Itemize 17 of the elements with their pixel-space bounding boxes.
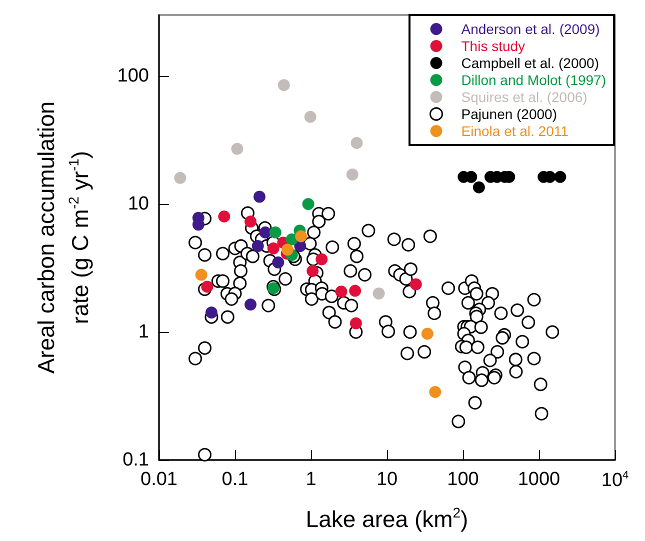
legend-label: Squires et al. (2006) xyxy=(461,89,588,105)
legend-label: Einola et al. 2011 xyxy=(461,123,569,139)
x-tick-label: 1 xyxy=(306,469,316,490)
x-tick-label: 10 xyxy=(376,469,398,490)
x-tick-label: 100 xyxy=(447,469,479,490)
x-tick-label: 0.01 xyxy=(140,469,178,490)
y-tick-label: 0.1 xyxy=(122,450,149,470)
y-tick-label: 10 xyxy=(128,194,149,215)
y-tick-label: 100 xyxy=(117,66,149,87)
legend-label: Pajunen (2000) xyxy=(461,106,558,122)
x-tick-label: 1000 xyxy=(518,469,560,490)
legend-label: Anderson et al. (2009) xyxy=(461,21,600,37)
legend-label: Dillon and Molot (1997) xyxy=(461,72,606,88)
legend-label: Campbell et al. (2000) xyxy=(461,55,600,71)
x-tick-label: 0.1 xyxy=(222,469,248,490)
legend-label: This study xyxy=(461,38,526,54)
y-tick-label: 1 xyxy=(138,322,149,343)
